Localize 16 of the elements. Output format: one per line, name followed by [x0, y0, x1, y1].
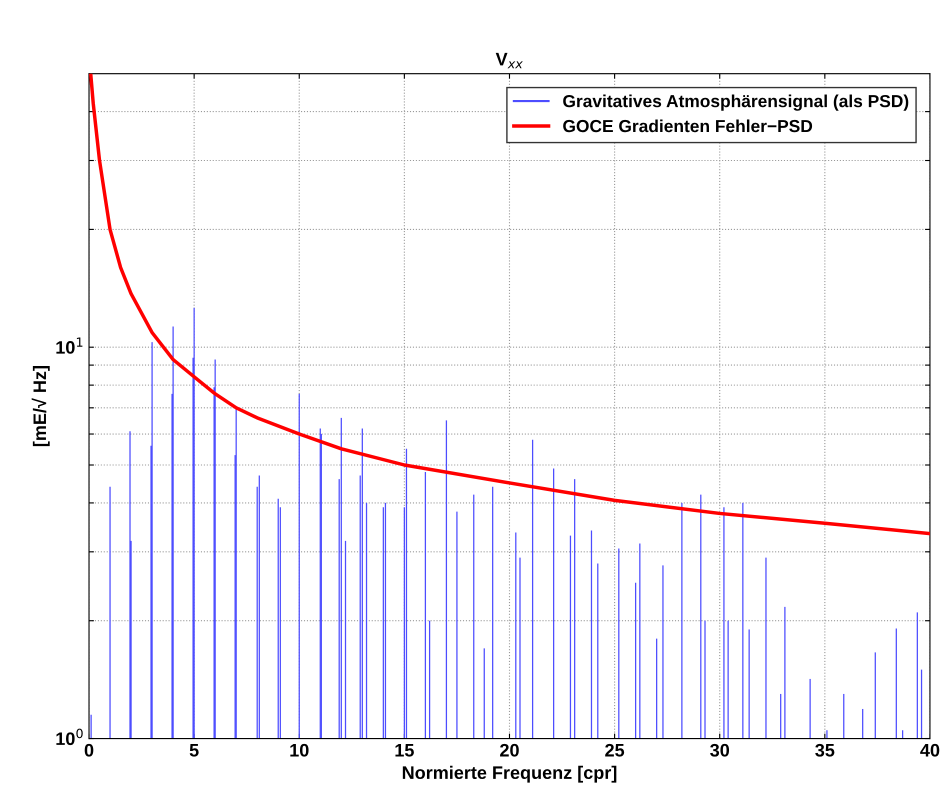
x-tick-label: 10: [290, 744, 309, 757]
y-tick-label: 10$^{0}$: [56, 728, 83, 746]
x-tick-label: 5: [190, 744, 199, 757]
y-axis-title: [mE/√ Hz]: [32, 366, 50, 446]
legend-label: Gravitatives Atmosphärensignal (als PSD): [563, 94, 908, 111]
legend-label: GOCE Gradienten Fehler−PSD: [563, 119, 812, 132]
y-tick-label: 10$^{1}$: [56, 338, 82, 354]
chart-title: V$_{xx}$: [496, 52, 523, 68]
x-tick-label: 35: [815, 744, 834, 757]
x-axis-title: Normierte Frequenz [cpr]: [402, 766, 616, 783]
x-tick-label: 30: [710, 744, 730, 757]
x-tick-label: 0: [84, 744, 94, 757]
x-tick-label: 40: [920, 744, 940, 757]
x-tick-label: 15: [395, 744, 414, 757]
x-tick-label: 20: [500, 744, 519, 757]
x-tick-label: 25: [605, 744, 624, 757]
